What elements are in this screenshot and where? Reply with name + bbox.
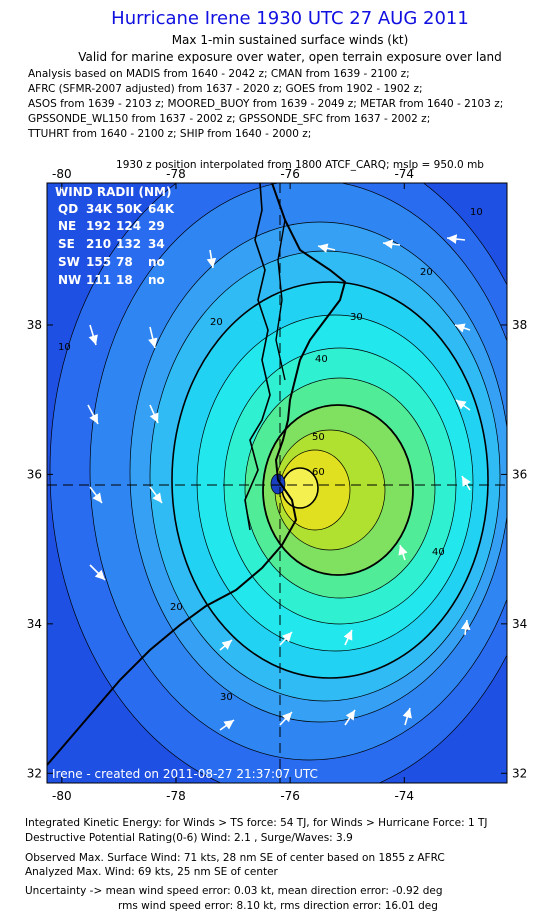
contour-labels: 10 20 30 40 50 60 10 20 30 40 20 (58, 207, 483, 703)
x-tick-label: -80 (52, 167, 72, 181)
footer-line: Integrated Kinetic Energy: for Winds > T… (25, 817, 487, 829)
wind-radii-cell: 111 (86, 273, 111, 287)
wind-radii-title: WIND RADII (NM) (55, 185, 171, 199)
wind-radii-cell: 78 (116, 255, 133, 269)
analysis-line: ASOS from 1639 - 2103 z; MOORED_BUOY fro… (28, 98, 503, 110)
x-tick-label: -74 (394, 789, 414, 803)
wind-radii-cell: 29 (148, 219, 165, 233)
wind-radii-cell: 18 (116, 273, 133, 287)
footer-line: Destructive Potential Rating(0-6) Wind: … (25, 832, 353, 844)
contour-label: 40 (315, 354, 328, 365)
contour-label: 50 (312, 432, 325, 443)
y-tick-label: 34 (512, 617, 527, 631)
analysis-line: AFRC (SFMR-2007 adjusted) from 1637 - 20… (28, 83, 423, 95)
footer-line: Analyzed Max. Wind: 69 kts, 25 nm SE of … (25, 866, 279, 878)
wind-field (47, 183, 507, 783)
credit: Irene - created on 2011-08-27 21:37:07 U… (52, 767, 318, 781)
x-tick-label: -78 (166, 167, 186, 181)
wind-radii-cell: 132 (116, 237, 141, 251)
wind-radii-table: WIND RADII (NM) QD 34K 50K 64K NE 192 124 29 SE 2… (55, 185, 175, 287)
contour-label: 20 (210, 317, 223, 328)
wind-radii-cell: 155 (86, 255, 111, 269)
analysis-lines: Analysis based on MADIS from 1640 - 2042… (27, 68, 503, 140)
contour-label: 40 (432, 547, 445, 558)
wind-radii-header: 64K (148, 202, 175, 216)
footer-lines: Integrated Kinetic Energy: for Winds > T… (25, 817, 487, 912)
y-tick-label: 38 (27, 318, 42, 332)
footer-line: Uncertainty -> mean wind speed error: 0.… (25, 885, 443, 897)
wind-radii-cell: 34 (148, 237, 165, 251)
x-tick-label: -76 (280, 789, 300, 803)
plot-frame (46, 182, 508, 784)
position-note: 1930 z position interpolated from 1800 A… (116, 159, 484, 171)
x-tick-label: -78 (166, 789, 186, 803)
contour-label: 10 (470, 207, 483, 218)
wind-radii-cell: no (148, 255, 165, 269)
wind-radii-header: 34K (86, 202, 113, 216)
contour-label: 20 (170, 602, 183, 613)
contour-label: 20 (420, 267, 433, 278)
footer-line: Observed Max. Surface Wind: 71 kts, 28 n… (25, 852, 445, 864)
wind-radii-cell: SW (58, 255, 80, 269)
wind-radii-cell: SE (58, 237, 75, 251)
wind-radii-cell: 210 (86, 237, 111, 251)
wind-radii-cell: 192 (86, 219, 111, 233)
axis-ticks: -80 -80 -78 -78 -76 -76 -74 -74 32 32 34 34 36 36 38 38 (27, 167, 528, 803)
title: Hurricane Irene 1930 UTC 27 AUG 2011 (111, 8, 469, 29)
contour-label: 30 (350, 312, 363, 323)
wind-radii-header: QD (58, 202, 78, 216)
contour-label: 60 (312, 467, 325, 478)
wind-radii-cell: NE (58, 219, 76, 233)
x-tick-label: -74 (394, 167, 414, 181)
analysis-line: GPSSONDE_WL150 from 1637 - 2002 z; GPSSO… (28, 113, 430, 125)
y-tick-label: 32 (27, 766, 42, 780)
valid-note: Valid for marine exposure over water, op… (78, 50, 502, 64)
wind-radii-cell: NW (58, 273, 81, 287)
subtitle: Max 1-min sustained surface winds (kt) (172, 33, 409, 47)
wind-radii-cell: no (148, 273, 165, 287)
x-tick-label: -76 (280, 167, 300, 181)
contour-label: 10 (58, 342, 71, 353)
y-tick-label: 36 (27, 467, 42, 481)
y-tick-label: 32 (512, 766, 527, 780)
y-tick-label: 38 (512, 318, 527, 332)
x-tick-label: -80 (52, 789, 72, 803)
wind-radii-header: 50K (116, 202, 143, 216)
footer-line: rms wind speed error: 8.10 kt, rms direc… (118, 900, 438, 912)
y-tick-label: 34 (27, 617, 42, 631)
wind-radii-cell: 124 (116, 219, 141, 233)
analysis-line: Analysis based on MADIS from 1640 - 2042… (28, 68, 410, 80)
y-tick-label: 36 (512, 467, 527, 481)
contour-label: 30 (220, 692, 233, 703)
analysis-line: TTUHRT from 1640 - 2100 z; SHIP from 164… (27, 128, 311, 140)
